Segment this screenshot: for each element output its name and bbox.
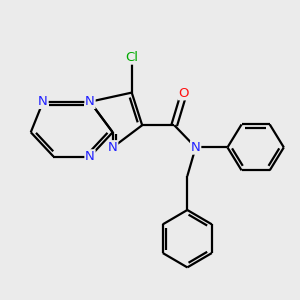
Text: N: N bbox=[85, 150, 95, 163]
Text: N: N bbox=[108, 141, 118, 154]
Text: O: O bbox=[179, 87, 189, 100]
Text: N: N bbox=[38, 95, 48, 108]
Text: Cl: Cl bbox=[125, 51, 138, 64]
Text: N: N bbox=[191, 141, 200, 154]
Text: N: N bbox=[85, 95, 95, 108]
